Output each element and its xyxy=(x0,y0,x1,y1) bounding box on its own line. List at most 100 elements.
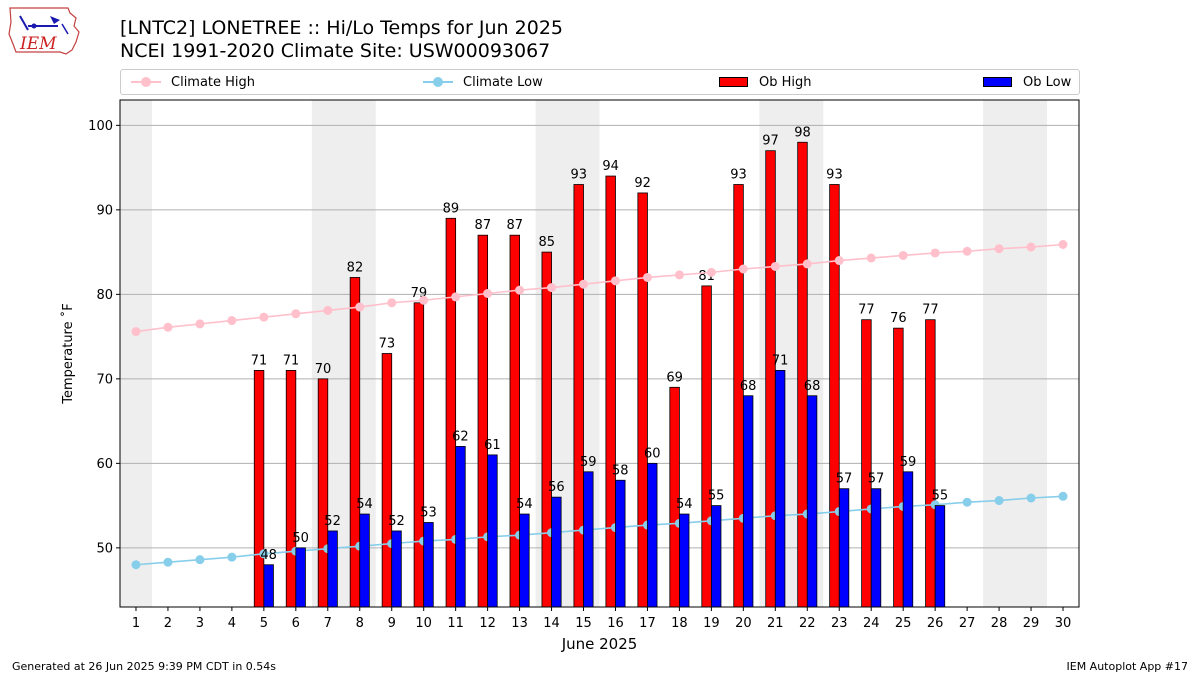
climate-low-point xyxy=(163,557,173,567)
ob-high-bar xyxy=(861,319,872,608)
ob-high-bar xyxy=(541,251,552,608)
x-tick-label: 1 xyxy=(132,616,140,631)
ob-high-bar xyxy=(445,217,457,608)
x-tick-label: 29 xyxy=(1023,616,1040,631)
ob-low-bar xyxy=(391,530,402,608)
ob-high-bar xyxy=(349,277,361,608)
legend-swatch-ob-low xyxy=(983,77,1012,87)
ob-high-bar xyxy=(637,192,648,608)
ob-low-bar xyxy=(551,496,562,608)
ob-low-bar xyxy=(838,488,850,608)
ob-high-bar xyxy=(925,319,936,608)
ob-low-label: 57 xyxy=(868,472,885,487)
climate-high-point xyxy=(259,312,269,322)
ob-high-bar xyxy=(797,141,808,608)
ob-low-label: 54 xyxy=(356,497,373,512)
x-tick-label: 9 xyxy=(388,616,396,631)
x-tick-label: 4 xyxy=(228,616,236,631)
climate-low-point xyxy=(962,497,972,507)
climate-high-point xyxy=(770,261,780,271)
x-tick-label: 27 xyxy=(959,616,976,631)
x-tick-label: 15 xyxy=(575,616,592,631)
ob-low-bar xyxy=(615,479,626,608)
ob-low-bar xyxy=(583,471,594,608)
footer-app: IEM Autoplot App #17 xyxy=(1066,660,1189,673)
climate-high-point xyxy=(738,264,748,274)
ob-high-label: 93 xyxy=(826,168,843,183)
x-tick-label: 25 xyxy=(895,616,912,631)
climate-high-point xyxy=(642,272,652,282)
ob-low-label: 61 xyxy=(484,438,501,453)
ob-low-label: 71 xyxy=(772,353,789,368)
x-tick-label: 21 xyxy=(767,616,784,631)
climate-high-point xyxy=(547,283,557,293)
ob-high-label: 92 xyxy=(634,176,651,191)
logo-text: IEM xyxy=(19,34,57,54)
ob-high-bar xyxy=(285,369,297,608)
climate-low-point xyxy=(1026,493,1036,503)
weekend-band xyxy=(120,100,152,607)
y-tick-label: 50 xyxy=(96,541,113,556)
ob-low-bar xyxy=(423,522,434,608)
climate-high-point xyxy=(898,250,908,260)
climate-high-point xyxy=(802,259,812,269)
ob-low-label: 57 xyxy=(836,472,853,487)
ob-high-bar xyxy=(413,302,425,608)
climate-high-point xyxy=(483,289,493,299)
climate-high-point xyxy=(962,246,972,256)
ob-high-bar xyxy=(733,184,744,608)
ob-high-label: 87 xyxy=(475,218,492,233)
ob-low-bar xyxy=(679,513,690,608)
ob-low-label: 52 xyxy=(388,514,405,529)
ob-high-label: 97 xyxy=(762,134,779,149)
ob-high-label: 77 xyxy=(922,303,939,318)
climate-low-point xyxy=(131,560,141,570)
weekend-band xyxy=(983,100,1048,607)
ob-high-label: 77 xyxy=(858,303,875,318)
ob-low-bar xyxy=(742,395,754,608)
ob-low-bar xyxy=(934,505,946,608)
ob-high-label: 94 xyxy=(602,159,619,174)
legend-item-climate-high: Climate High xyxy=(131,73,255,91)
ob-high-bar xyxy=(605,175,616,608)
climate-high-point xyxy=(131,327,141,337)
ob-low-label: 68 xyxy=(804,379,821,394)
climate-high-point xyxy=(227,316,237,326)
climate-high-point xyxy=(706,267,716,277)
x-tick-label: 12 xyxy=(479,616,496,631)
ob-low-label: 55 xyxy=(708,489,725,504)
ob-low-label: 56 xyxy=(548,480,565,495)
x-tick-label: 3 xyxy=(196,616,204,631)
plot-frame xyxy=(119,99,1080,608)
climate-low-point xyxy=(259,549,269,559)
ob-high-bar xyxy=(317,378,329,608)
ob-low-bar xyxy=(359,513,370,608)
y-tick-label: 70 xyxy=(96,372,113,387)
climate-low-point xyxy=(227,552,237,562)
ob-low-bar xyxy=(263,564,274,608)
ob-low-bar xyxy=(647,462,658,608)
ob-high-label: 93 xyxy=(730,168,747,183)
y-tick-label: 80 xyxy=(96,288,113,303)
x-tick-label: 16 xyxy=(607,616,624,631)
ob-high-label: 71 xyxy=(283,353,300,368)
ob-low-bar xyxy=(710,505,722,608)
chart-subtitle: NCEI 1991-2020 Climate Site: USW00093067 xyxy=(120,40,551,62)
x-tick-label: 18 xyxy=(671,616,688,631)
climate-high-point xyxy=(323,305,333,315)
ob-low-label: 50 xyxy=(292,531,309,546)
climate-high-point xyxy=(579,279,589,289)
ob-high-bar xyxy=(253,369,265,608)
ob-low-label: 62 xyxy=(452,429,469,444)
x-tick-label: 24 xyxy=(863,616,880,631)
ob-high-bar xyxy=(765,150,776,608)
climate-high-point xyxy=(674,270,684,280)
climate-high-point xyxy=(610,276,620,286)
ob-high-label: 82 xyxy=(347,260,364,275)
ob-low-label: 52 xyxy=(324,514,341,529)
climate-high-point xyxy=(866,253,876,263)
climate-high-point xyxy=(1058,239,1068,249)
ob-high-label: 89 xyxy=(443,201,460,216)
legend-label-ob-low: Ob Low xyxy=(1023,74,1072,90)
